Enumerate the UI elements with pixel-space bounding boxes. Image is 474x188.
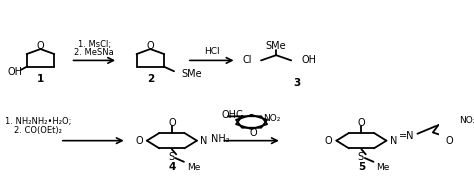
- Text: O: O: [325, 136, 332, 146]
- Text: O: O: [445, 136, 453, 146]
- Text: N: N: [201, 136, 208, 146]
- Text: 2. MeSNa: 2. MeSNa: [74, 48, 114, 57]
- Text: 1: 1: [37, 74, 44, 84]
- Text: 2. CO(OEt)₂: 2. CO(OEt)₂: [14, 126, 62, 135]
- Text: NO₂: NO₂: [459, 116, 474, 125]
- Text: OH: OH: [7, 67, 22, 77]
- Text: Cl: Cl: [243, 55, 253, 65]
- Text: S: S: [168, 152, 174, 162]
- Text: O: O: [135, 136, 143, 146]
- Text: 2: 2: [147, 74, 154, 84]
- Text: NH₂: NH₂: [210, 134, 229, 144]
- Text: SMe: SMe: [182, 69, 202, 79]
- Text: 3: 3: [293, 78, 301, 88]
- Text: O: O: [250, 128, 257, 138]
- Text: 5: 5: [358, 162, 365, 172]
- Text: NO₂: NO₂: [264, 114, 281, 123]
- Text: O: O: [168, 118, 176, 128]
- Text: 4: 4: [168, 162, 175, 172]
- Text: SMe: SMe: [266, 41, 286, 51]
- Text: Me: Me: [376, 163, 390, 172]
- Text: HCl: HCl: [204, 47, 219, 56]
- Text: N: N: [390, 136, 397, 146]
- Text: O: O: [36, 41, 44, 51]
- Text: OH: OH: [302, 55, 317, 65]
- Text: =N: =N: [399, 131, 415, 141]
- Text: O: O: [357, 118, 365, 128]
- Text: Me: Me: [187, 163, 201, 172]
- Text: 1. NH₂NH₂•H₂O;: 1. NH₂NH₂•H₂O;: [5, 118, 72, 127]
- Text: 1. MsCl;: 1. MsCl;: [78, 40, 111, 49]
- Text: S: S: [357, 152, 364, 162]
- Text: OHC: OHC: [221, 111, 243, 121]
- Text: O: O: [146, 41, 154, 51]
